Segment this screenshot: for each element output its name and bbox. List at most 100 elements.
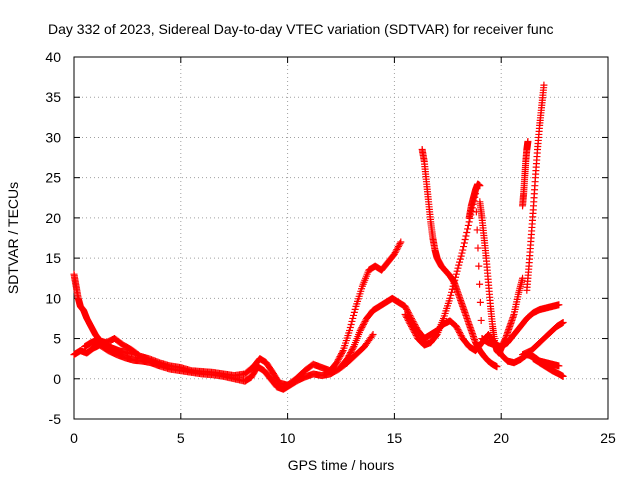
data-point (359, 320, 367, 328)
data-point (392, 247, 400, 255)
data-point (349, 344, 357, 352)
data-point (456, 255, 464, 263)
data-point (475, 262, 483, 270)
data-point (411, 329, 419, 337)
data-point (395, 241, 403, 249)
data-point (474, 244, 482, 252)
data-point (457, 252, 465, 260)
x-tick-label: 15 (387, 430, 403, 446)
data-point (347, 320, 355, 328)
data-point (337, 351, 345, 359)
data-point (356, 327, 364, 335)
y-tick-label: 15 (45, 250, 61, 266)
data-point (456, 329, 464, 337)
data-point (344, 353, 352, 361)
data-point (452, 273, 460, 281)
data-point (448, 285, 456, 293)
data-point (555, 362, 563, 370)
data-point (351, 305, 359, 313)
x-tick-label: 5 (177, 430, 185, 446)
data-point (559, 318, 567, 326)
data-point (357, 325, 365, 333)
data-point (473, 226, 481, 234)
data-point (463, 228, 471, 236)
chart-title: Day 332 of 2023, Sidereal Day-to-day VTE… (48, 21, 554, 37)
y-tick-label: 20 (45, 210, 61, 226)
data-point (346, 327, 354, 335)
data-point (524, 137, 532, 145)
data-point (350, 308, 358, 316)
data-point (404, 316, 412, 324)
data-point (334, 356, 342, 364)
x-axis: 0 5 10 15 20 25 (70, 57, 616, 446)
y-tick-label: 25 (45, 170, 61, 186)
data-point (397, 238, 405, 246)
data-point (391, 249, 399, 257)
data-point (432, 332, 440, 340)
y-tick-label: 10 (45, 290, 61, 306)
data-point (358, 323, 366, 331)
data-point (454, 264, 462, 272)
data-point (402, 312, 410, 320)
y-axis-title: SDTVAR / TECUs (5, 182, 21, 294)
data-point (457, 332, 465, 340)
series-group (70, 81, 567, 393)
data-point (334, 357, 342, 365)
y-tick-label: 35 (45, 89, 61, 105)
data-point (449, 282, 457, 290)
data-point (453, 267, 461, 275)
data-point (409, 326, 417, 334)
series-v-dip (476, 198, 527, 357)
data-point (396, 240, 404, 248)
data-point (401, 310, 409, 318)
series-hump (337, 294, 563, 371)
data-point (447, 291, 455, 299)
data-point (394, 244, 402, 252)
data-point (462, 232, 470, 240)
data-point (394, 243, 402, 251)
data-point (406, 319, 414, 327)
data-point (345, 352, 353, 360)
data-point (403, 305, 411, 313)
data-point (453, 324, 461, 332)
series-tail (529, 355, 567, 380)
x-tick-label: 10 (280, 430, 296, 446)
data-point (338, 350, 346, 358)
data-point (393, 246, 401, 254)
data-point (555, 301, 563, 309)
data-point (359, 322, 367, 330)
x-tick-label: 25 (600, 430, 616, 446)
y-tick-label: 0 (53, 371, 61, 387)
data-point (407, 321, 415, 329)
series-falling-arc (418, 146, 501, 371)
series-spike-1 (519, 137, 532, 210)
data-point (349, 314, 357, 322)
y-tick-label: -5 (49, 411, 62, 427)
data-point (476, 280, 484, 288)
data-point (456, 258, 464, 266)
data-point (540, 81, 548, 89)
data-point (343, 355, 351, 363)
plot-frame (73, 56, 609, 420)
data-point (452, 270, 460, 278)
x-axis-title: GPS time / hours (288, 457, 395, 473)
data-point (412, 332, 420, 340)
data-point (455, 261, 463, 269)
data-point (347, 349, 355, 357)
data-point (348, 317, 356, 325)
data-point (390, 250, 398, 258)
data-point (446, 294, 454, 302)
data-point (476, 298, 484, 306)
data-point (335, 354, 343, 362)
grid (74, 57, 608, 419)
data-point (403, 307, 411, 315)
data-point (347, 347, 355, 355)
series-spike-2 (523, 81, 548, 294)
data-point (456, 330, 464, 338)
data-point (477, 316, 485, 324)
data-point (401, 302, 409, 310)
x-tick-label: 0 (70, 430, 78, 446)
data-point (360, 319, 368, 327)
y-tick-label: 30 (45, 129, 61, 145)
